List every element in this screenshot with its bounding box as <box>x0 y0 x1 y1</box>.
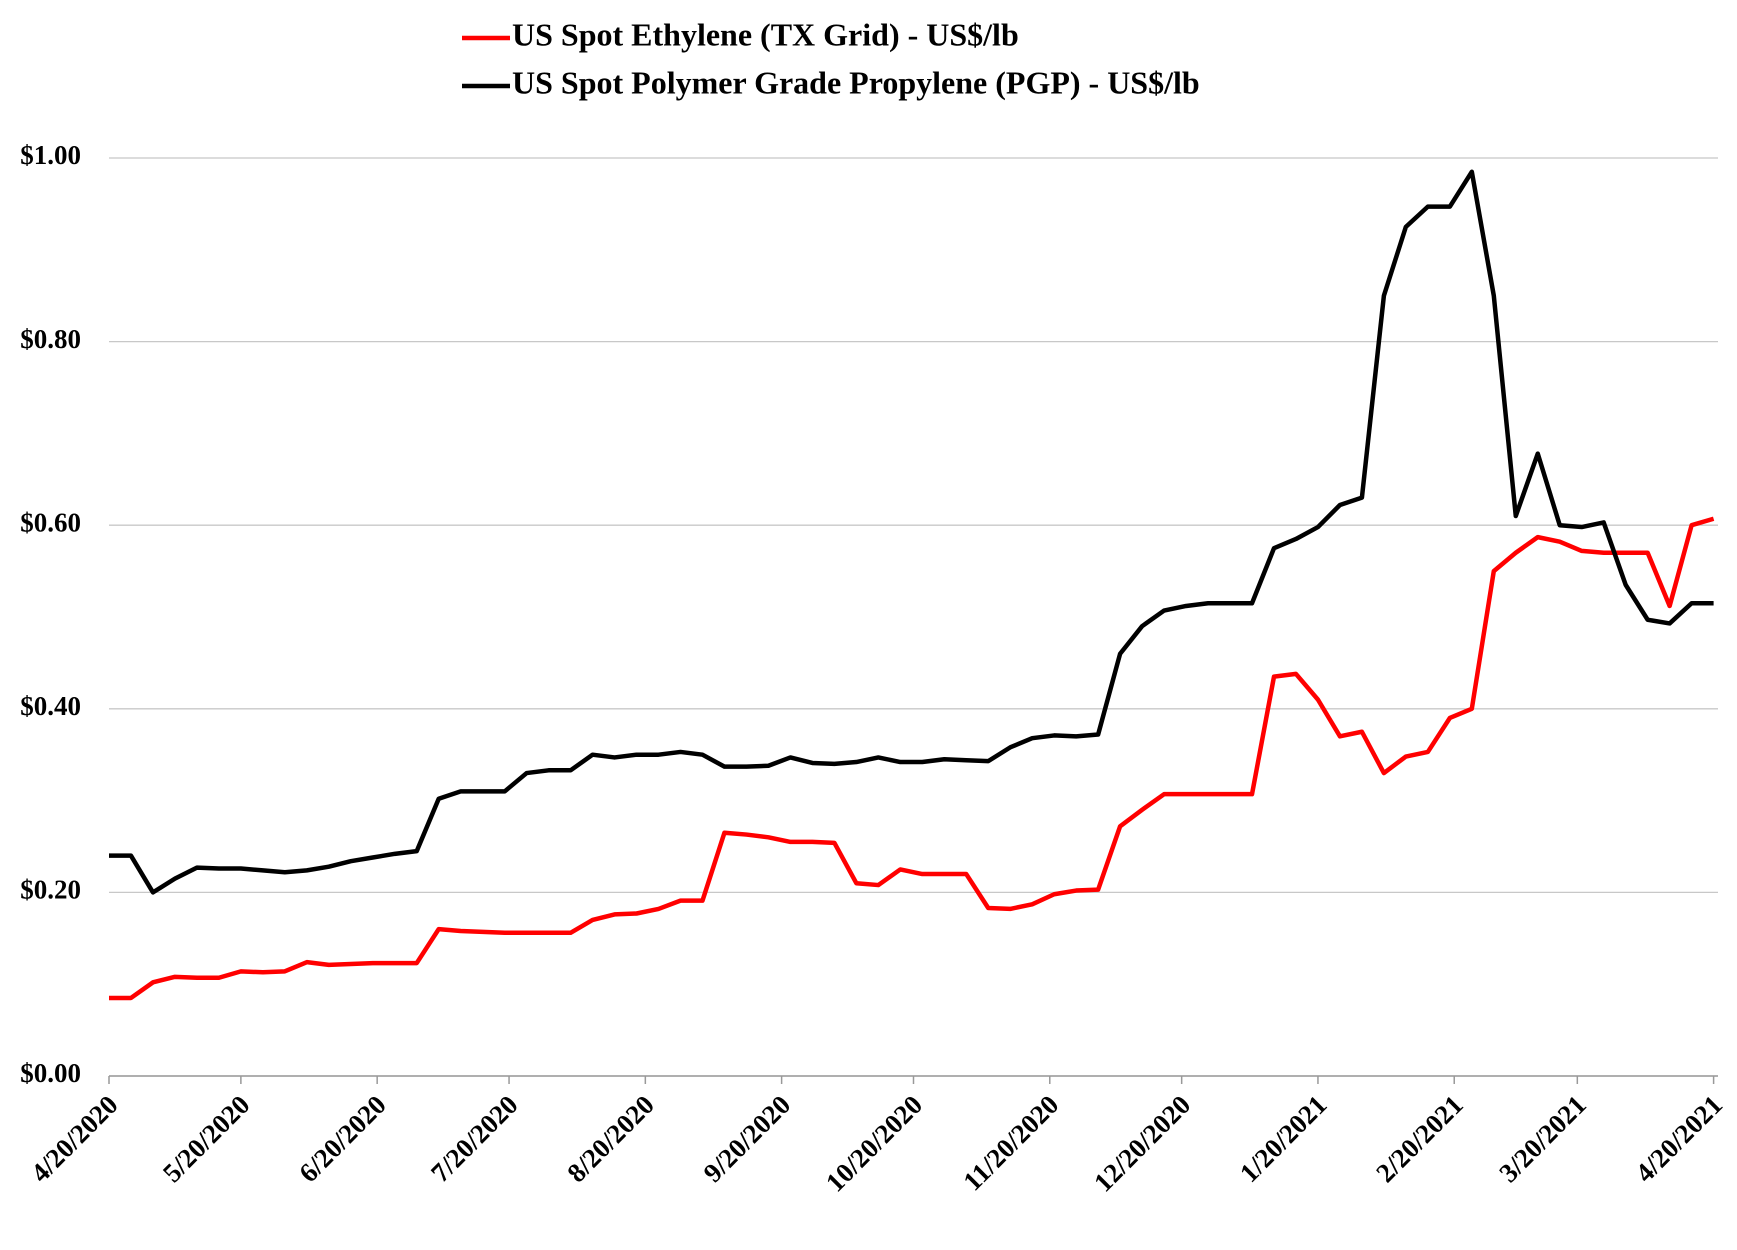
x-tick-label: 4/20/2021 <box>1630 1089 1729 1188</box>
x-tick-label: 7/20/2020 <box>425 1089 524 1188</box>
legend-label: US Spot Polymer Grade Propylene (PGP) - … <box>512 64 1200 100</box>
series-line <box>109 169 1714 895</box>
y-tick-label: $0.80 <box>20 324 81 354</box>
y-tick-label: $0.00 <box>20 1058 81 1088</box>
x-tick-label: 1/20/2021 <box>1234 1089 1333 1188</box>
x-tick-label: 3/20/2021 <box>1493 1089 1592 1188</box>
x-tick-label: 12/20/2020 <box>1088 1089 1196 1197</box>
x-tick-label: 8/20/2020 <box>561 1089 660 1188</box>
x-tick-label: 2/20/2021 <box>1370 1089 1469 1188</box>
y-tick-label: $0.60 <box>20 507 81 537</box>
x-tick-label: 9/20/2020 <box>698 1089 797 1188</box>
x-tick-label: 5/20/2020 <box>157 1089 256 1188</box>
y-tick-label: $1.00 <box>20 140 81 170</box>
series-line <box>109 516 1715 1001</box>
legend-label: US Spot Ethylene (TX Grid) - US$/lb <box>512 16 1019 52</box>
x-tick-label: 10/20/2020 <box>820 1089 928 1197</box>
x-tick-label: 6/20/2020 <box>293 1089 392 1188</box>
y-tick-label: $0.40 <box>20 691 81 721</box>
y-tick-label: $0.20 <box>20 875 81 905</box>
x-tick-label: 11/20/2020 <box>957 1089 1064 1196</box>
x-tick-label: 4/20/2020 <box>25 1089 124 1188</box>
